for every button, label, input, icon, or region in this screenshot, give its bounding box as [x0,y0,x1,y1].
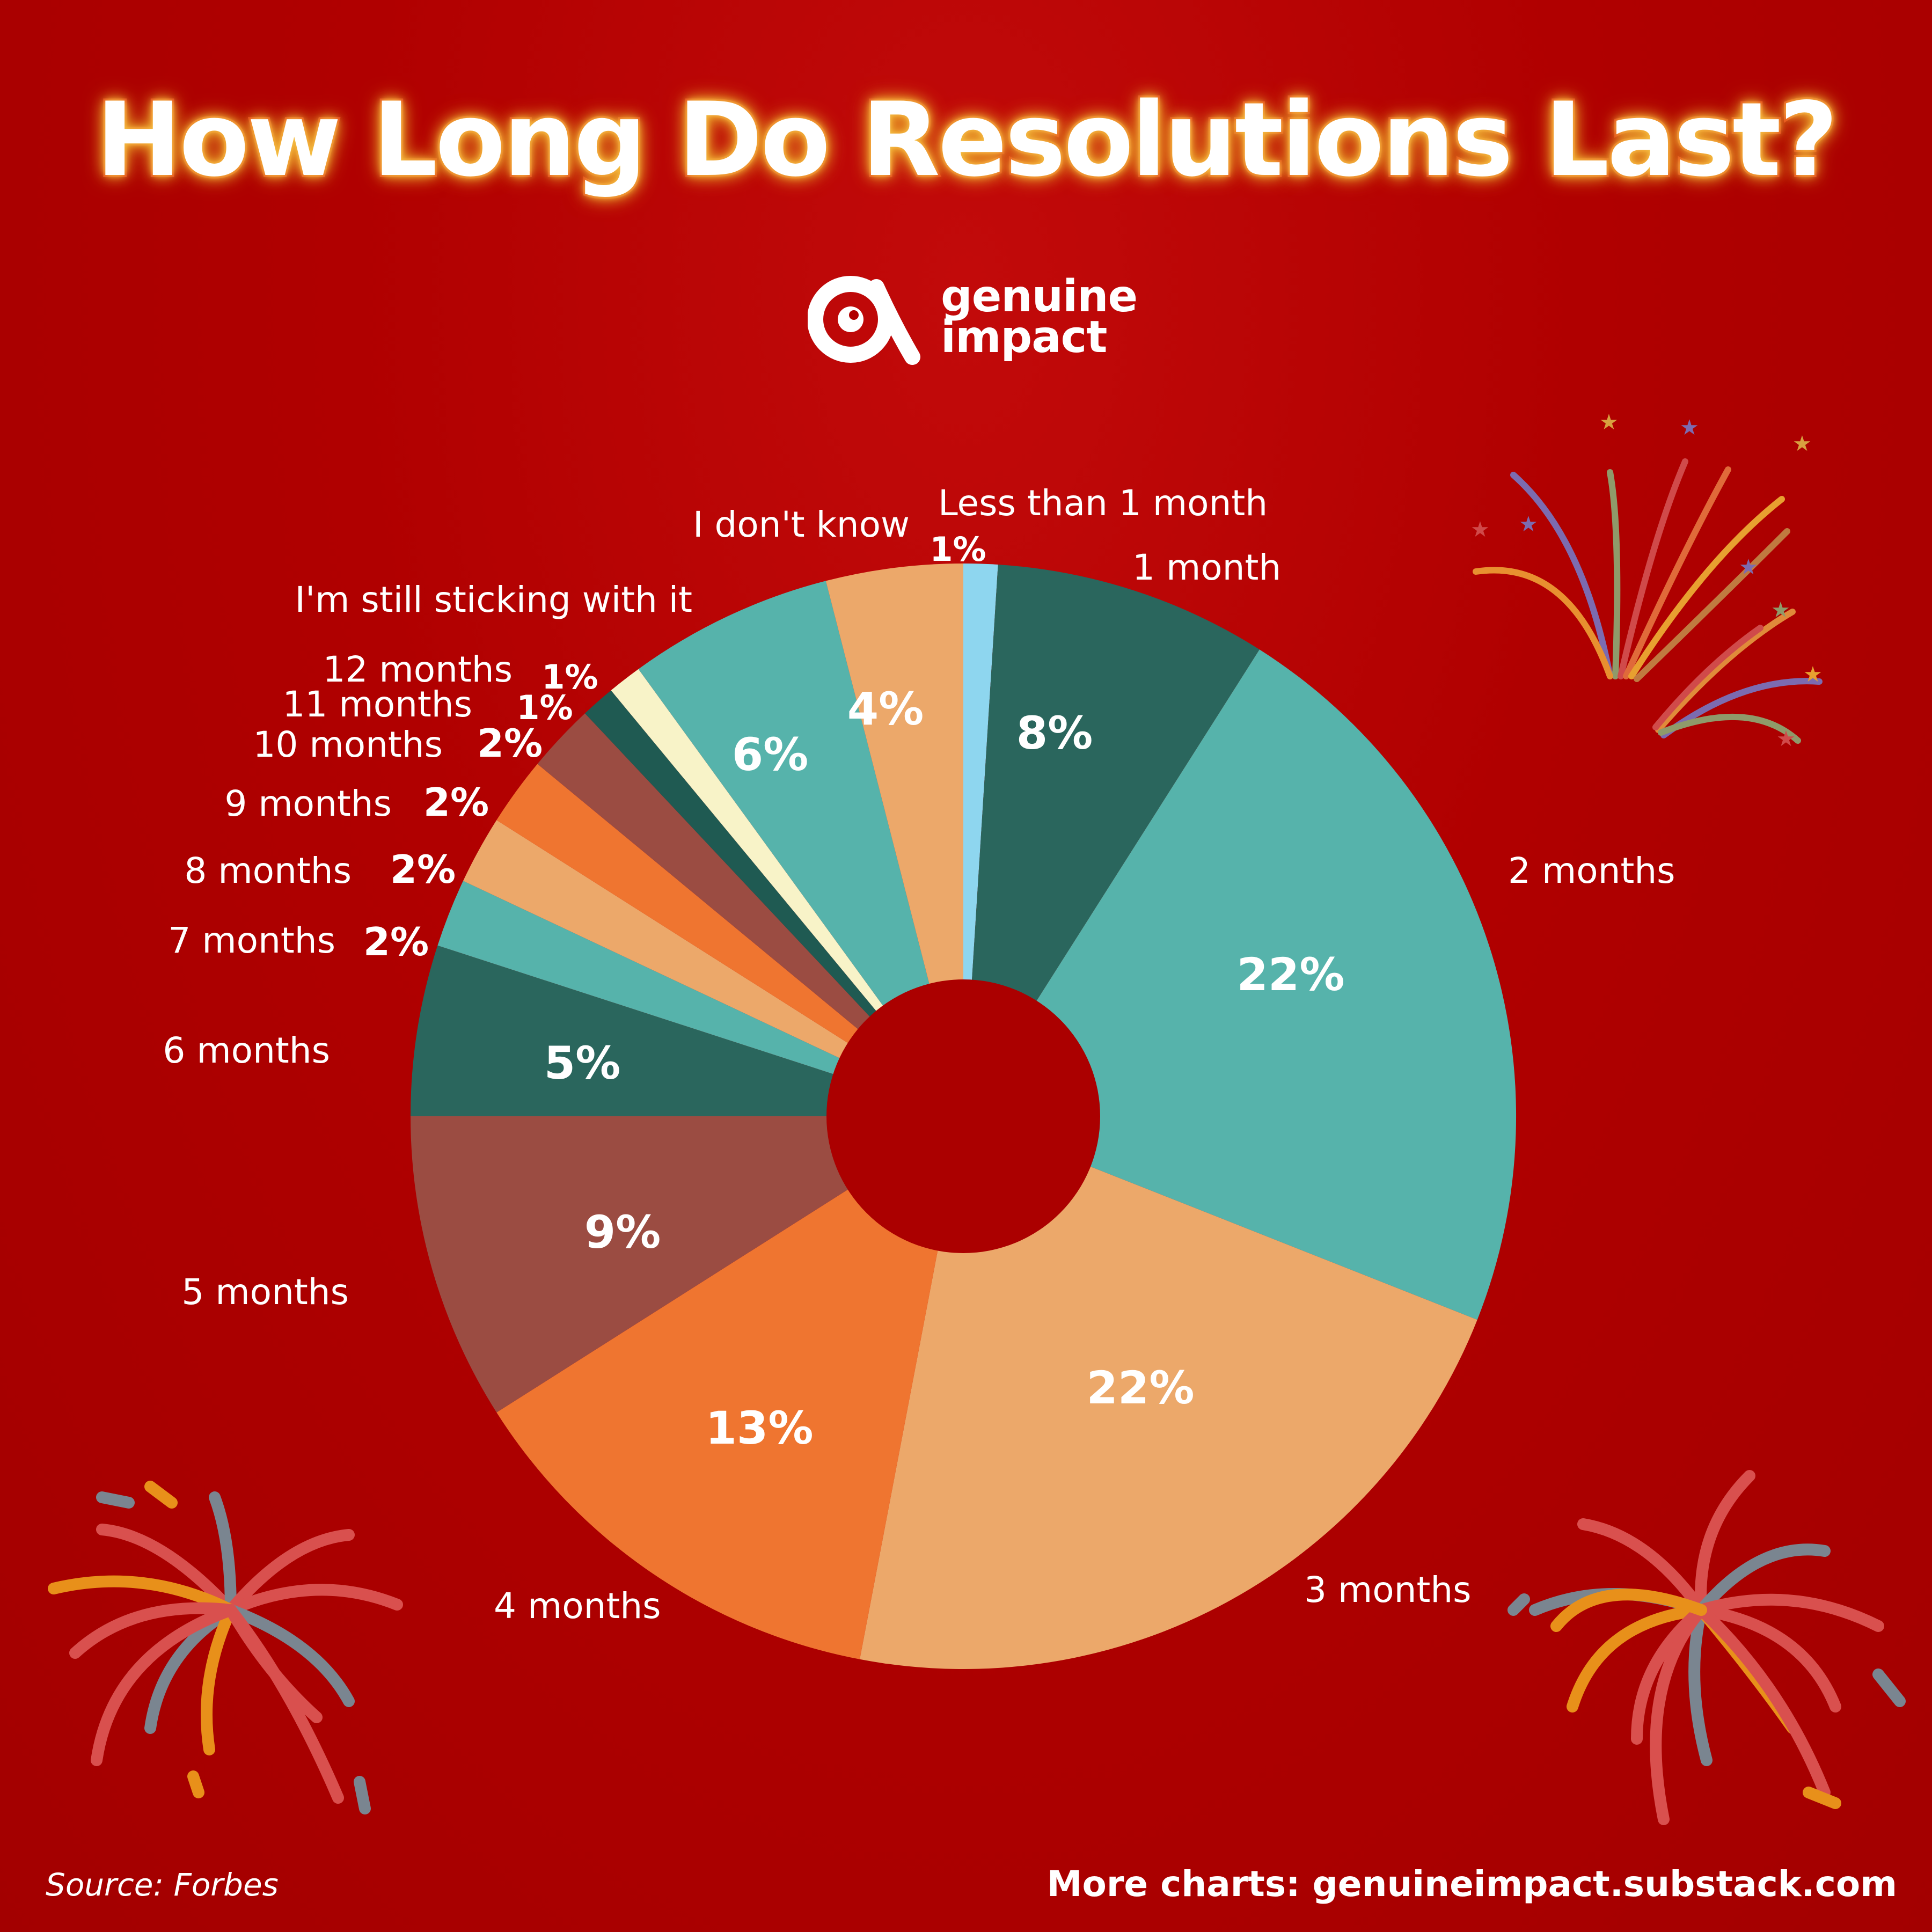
slice-category-label: 6 months [163,1030,330,1071]
more-charts-link[interactable]: More charts: genuineimpact.substack.com [1046,1863,1897,1905]
firework-bottom-right-icon [1507,1470,1906,1825]
slice-value-label: 22% [1236,948,1344,1001]
slice-value-label: 2% [477,721,543,766]
slice-category-label: 8 months [184,850,352,891]
slice-value-label: 8% [1016,707,1093,759]
slice-value-label: 1% [516,688,573,727]
brand-name: genuine impact [941,271,1138,363]
svg-text:★: ★ [1680,415,1699,440]
pie-slice [463,820,963,1116]
svg-text:★: ★ [1470,517,1490,542]
pie-slice [410,945,963,1116]
pie-slice [860,1116,1477,1670]
firework-top-right-icon: ★ ★ ★ ★ ★ ★ ★ ★ ★ [1470,410,1823,751]
alpha-eye-logo-icon [808,276,920,365]
svg-text:★: ★ [1771,598,1790,623]
slice-value-label: 4% [847,683,924,735]
slice-category-label: 4 months [494,1585,661,1627]
pie-slice [496,1116,963,1659]
slice-value-label: 9% [584,1206,661,1258]
pie-slice [584,690,963,1116]
slice-value-label: 2% [423,780,489,825]
slice-value-label: 6% [732,728,809,781]
brand-logo: genuine impact [808,266,1183,373]
slice-category-label: 5 months [181,1271,349,1313]
pie-slice [411,1116,963,1413]
pie-slice [963,565,1260,1116]
firework-bottom-left-icon [48,1481,403,1814]
donut-hole [826,979,1100,1253]
slice-category-label: Less than 1 month [938,482,1268,524]
pie-slice [437,881,963,1116]
pie-slices [410,563,1517,1670]
slice-category-label: I'm still sticking with it [295,579,692,620]
pie-slice [611,669,963,1116]
slice-value-label: 5% [544,1037,621,1089]
slice-value-label: 1% [541,657,598,697]
svg-text:★: ★ [1776,727,1796,751]
pie-labels: Less than 1 month 1% 1 month 8% 2 months 22% 3… [163,482,1675,1627]
slice-value-label: 13% [705,1402,813,1454]
svg-text:★: ★ [1792,431,1812,456]
slice-category-label: I don't know [693,504,910,545]
pie-slice [825,564,963,1116]
svg-text:★: ★ [1519,512,1538,537]
pie-slice [963,649,1517,1320]
pie-slice [537,713,963,1116]
slice-value-label: 22% [1086,1362,1194,1414]
slice-category-label: 1 month [1132,547,1281,588]
slice-category-label: 2 months [1508,850,1675,891]
page-title: How Long Do Resolutions Last? [94,78,1840,201]
slice-category-label: 10 months [253,724,443,765]
svg-text:★: ★ [1739,555,1758,580]
pie-slice [496,764,963,1116]
pie-slice [963,563,998,1116]
slice-value-label: 2% [363,919,429,964]
source-note: Source: Forbes [46,1867,279,1903]
slice-category-label: 7 months [168,920,335,961]
slice-category-label: 11 months [282,684,472,725]
svg-text:★: ★ [1803,662,1823,687]
svg-text:★: ★ [1599,410,1619,435]
pie-slice [638,581,963,1116]
slice-value-label: 1% [930,530,986,569]
slice-category-label: 12 months [323,649,513,690]
slice-category-label: 3 months [1304,1569,1472,1611]
slice-category-label: 9 months [224,783,392,824]
slice-value-label: 2% [390,847,456,892]
